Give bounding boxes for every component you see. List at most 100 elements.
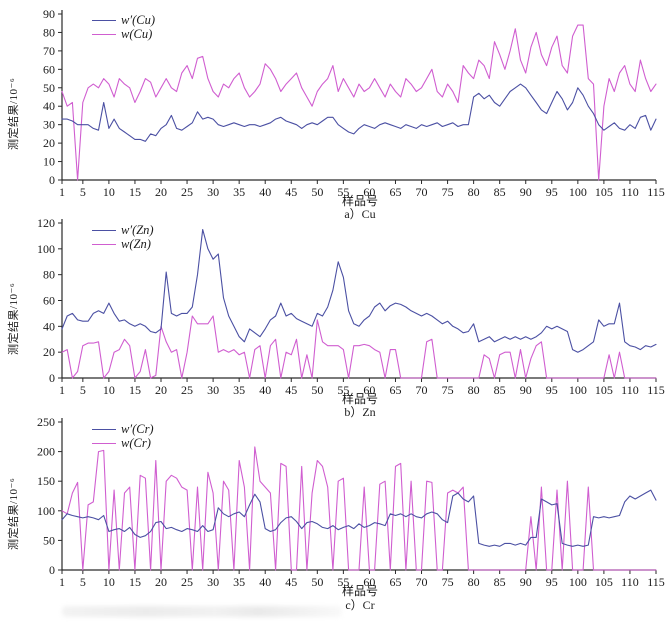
cu-legend-line-corrected-icon — [92, 19, 116, 21]
cr-legend-line-measured-icon — [92, 442, 116, 444]
x-tick-label: 80 — [468, 185, 480, 199]
y-tick-label: 250 — [37, 415, 55, 429]
x-tick-label: 15 — [129, 185, 141, 199]
x-tick-label: 90 — [520, 575, 532, 589]
cu-subtitle: a）Cu — [344, 207, 376, 221]
x-tick-label: 20 — [155, 383, 167, 397]
y-tick-label: 70 — [43, 44, 55, 58]
x-tick-label: 40 — [259, 575, 271, 589]
y-tick-label: 0 — [49, 173, 55, 187]
x-tick-label: 85 — [494, 185, 506, 199]
cu-legend-label-corrected: w′(Cu) — [121, 13, 155, 27]
x-tick-label: 40 — [259, 383, 271, 397]
y-tick-label: 100 — [37, 242, 55, 256]
x-tick-label: 5 — [80, 185, 86, 199]
x-tick-label: 20 — [155, 185, 167, 199]
x-tick-label: 70 — [416, 575, 428, 589]
x-tick-label: 25 — [181, 185, 193, 199]
cu-legend-item-corrected: w′(Cu) — [92, 13, 155, 27]
y-tick-label: 50 — [43, 81, 55, 95]
x-tick-label: 105 — [595, 575, 613, 589]
x-tick-label: 60 — [363, 575, 375, 589]
x-tick-label: 25 — [181, 383, 193, 397]
x-tick-label: 80 — [468, 383, 480, 397]
x-tick-label: 70 — [416, 185, 428, 199]
y-tick-label: 0 — [49, 371, 55, 385]
x-tick-label: 115 — [647, 185, 665, 199]
x-tick-label: 35 — [233, 575, 245, 589]
x-tick-label: 30 — [207, 575, 219, 589]
x-tick-label: 20 — [155, 575, 167, 589]
cr-legend-label-corrected: w′(Cr) — [121, 422, 154, 436]
zn-legend-line-corrected-icon — [92, 229, 116, 231]
cu-legend-item-measured: w(Cu) — [92, 27, 155, 41]
x-tick-label: 10 — [103, 383, 115, 397]
x-tick-label: 25 — [181, 575, 193, 589]
x-tick-label: 105 — [595, 185, 613, 199]
x-tick-label: 110 — [621, 383, 639, 397]
x-tick-label: 85 — [494, 383, 506, 397]
cu-x-axis-label: 样品号 — [341, 194, 378, 208]
series-line-w(Zn) — [61, 315, 657, 379]
x-tick-label: 55 — [337, 575, 349, 589]
cr-subtitle: c）Cr — [345, 598, 375, 612]
y-tick-label: 80 — [43, 268, 55, 282]
x-tick-label: 1 — [59, 185, 65, 199]
x-tick-label: 90 — [520, 185, 532, 199]
chart-cu: 0 10 20 30 40 50 60 70 80 90 1 5 10 15 20 25 30 35 40 45 50 5… — [0, 0, 665, 221]
x-tick-label: 5 — [80, 575, 86, 589]
x-tick-label: 115 — [647, 575, 665, 589]
x-tick-label: 75 — [442, 185, 454, 199]
x-tick-label: 30 — [207, 185, 219, 199]
cr-legend-line-corrected-icon — [92, 428, 116, 430]
y-tick-label: 60 — [43, 294, 55, 308]
cu-legend-label-measured: w(Cu) — [121, 27, 153, 41]
x-tick-label: 35 — [233, 185, 245, 199]
x-tick-label: 10 — [103, 185, 115, 199]
x-tick-label: 1 — [59, 575, 65, 589]
page-artifact-smudge — [62, 606, 342, 617]
zn-legend: w′(Zn) w(Zn) — [92, 223, 154, 251]
x-tick-label: 1 — [59, 383, 65, 397]
series-line-w′(Cu) — [61, 83, 657, 142]
y-tick-label: 120 — [37, 216, 55, 230]
x-tick-label: 110 — [621, 185, 639, 199]
y-tick-label: 40 — [43, 319, 55, 333]
zn-legend-label-corrected: w′(Zn) — [121, 223, 154, 237]
cr-y-axis-label: 测定结果/10⁻⁶ — [8, 477, 20, 550]
y-tick-label: 150 — [37, 474, 55, 488]
zn-subtitle: b）Zn — [344, 405, 376, 419]
zn-legend-item-corrected: w′(Zn) — [92, 223, 154, 237]
y-tick-label: 60 — [43, 62, 55, 76]
x-tick-label: 60 — [363, 383, 375, 397]
x-tick-label: 80 — [468, 575, 480, 589]
cr-legend-item-measured: w(Cr) — [92, 436, 154, 450]
y-tick-label: 20 — [43, 345, 55, 359]
zn-legend-label-measured: w(Zn) — [121, 237, 151, 251]
y-tick-label: 100 — [37, 504, 55, 518]
x-tick-label: 100 — [569, 383, 587, 397]
cu-legend: w′(Cu) w(Cu) — [92, 13, 155, 41]
series-line-w′(Cr) — [61, 489, 657, 547]
x-tick-label: 45 — [285, 383, 297, 397]
x-tick-label: 15 — [129, 575, 141, 589]
x-tick-label: 40 — [259, 185, 271, 199]
x-tick-label: 45 — [285, 185, 297, 199]
y-tick-label: 90 — [43, 7, 55, 21]
x-tick-label: 50 — [311, 383, 323, 397]
y-tick-label: 50 — [43, 533, 55, 547]
x-tick-label: 55 — [337, 383, 349, 397]
chart-zn: 0 20 40 60 80 100 120 1 5 10 15 20 25 30 35 40 45 50 55 60 6… — [0, 215, 665, 419]
y-tick-label: 30 — [43, 118, 55, 132]
cu-legend-line-measured-icon — [92, 33, 116, 35]
y-tick-label: 20 — [43, 136, 55, 150]
y-tick-label: 80 — [43, 25, 55, 39]
x-tick-label: 50 — [311, 575, 323, 589]
x-tick-label: 105 — [595, 383, 613, 397]
x-tick-label: 95 — [546, 575, 558, 589]
x-tick-label: 75 — [442, 383, 454, 397]
x-tick-label: 90 — [520, 383, 532, 397]
